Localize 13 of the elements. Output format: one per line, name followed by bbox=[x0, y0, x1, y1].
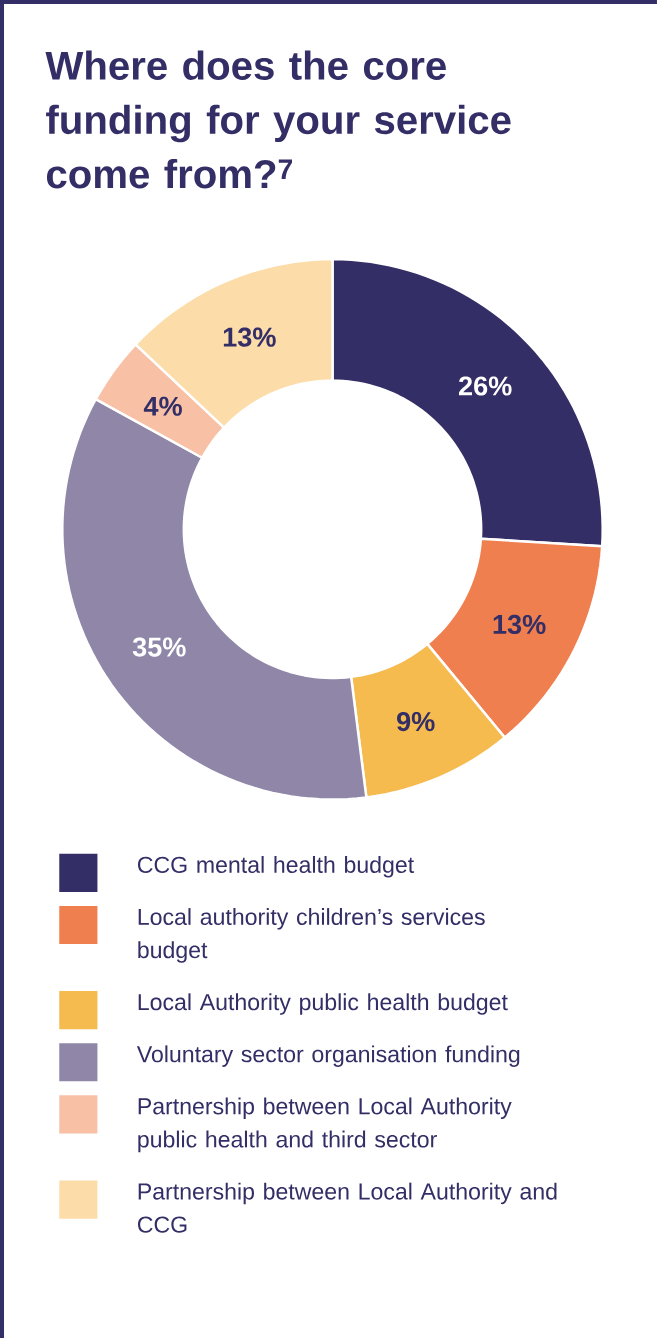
legend-label: Local Authority public health budget bbox=[138, 993, 508, 1015]
data-label: 9% bbox=[397, 711, 435, 732]
legend-label: Voluntary sector organisation funding bbox=[136, 1045, 520, 1067]
chart-title: Where does the core funding for your service come from?$^{7}$ bbox=[45, 50, 511, 189]
legend-label: Local authority children’s services budget bbox=[138, 908, 485, 963]
legend-label: CCG mental health budget bbox=[138, 856, 414, 878]
data-label: 4% bbox=[143, 396, 182, 416]
legend-label: Partnership between Local Authority public health and third sector bbox=[138, 1097, 512, 1153]
data-label: 13% bbox=[493, 614, 546, 635]
data-label: 35% bbox=[132, 637, 186, 657]
data-label: 13% bbox=[223, 327, 276, 347]
legend-label: Partnership between Local Authority and CCG bbox=[138, 1182, 557, 1233]
data-label: 26% bbox=[458, 376, 512, 396]
